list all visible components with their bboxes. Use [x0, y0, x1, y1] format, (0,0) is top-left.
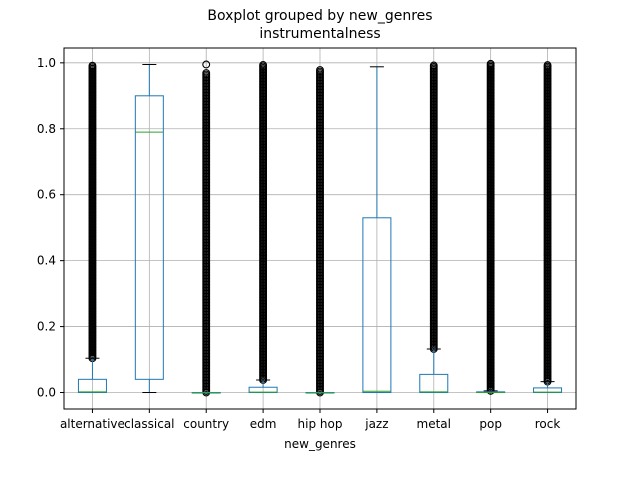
- outlier-point: [316, 66, 324, 74]
- box-hip-hop: [305, 66, 335, 397]
- outlier-point: [88, 61, 97, 70]
- outlier-point: [259, 61, 268, 69]
- box-layer: [77, 59, 563, 397]
- box-pop: [476, 59, 506, 395]
- box-country: [191, 60, 221, 397]
- outlier-point: [429, 61, 438, 70]
- box-body: [362, 217, 392, 394]
- x-axis-label: new_genres: [284, 437, 356, 451]
- x-tick-label: jazz: [364, 417, 388, 431]
- x-tick-label: country: [183, 417, 229, 431]
- y-tick-label: 1.0: [37, 56, 56, 70]
- x-tick-label: metal: [417, 417, 451, 431]
- box-edm: [248, 61, 278, 394]
- box-jazz: [362, 66, 392, 394]
- box-body: [134, 95, 164, 380]
- y-tick-label: 0.8: [37, 122, 56, 136]
- y-tick-label: 0.2: [37, 320, 56, 334]
- y-tick-label: 0.4: [37, 254, 56, 268]
- y-tick-label: 0.6: [37, 188, 56, 202]
- tick-layer: 0.0 0.2 0.4 0.6 0.8 1.0 alternative classical co…: [37, 56, 560, 431]
- x-tick-label: edm: [250, 417, 277, 431]
- box-rock: [533, 61, 563, 394]
- x-tick-label: hip hop: [298, 417, 343, 431]
- box-body: [77, 378, 107, 394]
- box-alternative: [77, 61, 107, 394]
- x-tick-label: rock: [535, 417, 561, 431]
- outlier-point: [202, 69, 211, 77]
- chart-title: instrumentalness: [259, 26, 381, 42]
- outlier-point: [486, 59, 495, 68]
- box-metal: [419, 61, 449, 394]
- x-tick-label: classical: [124, 417, 174, 431]
- box-body: [419, 373, 449, 394]
- x-tick-label: alternative: [60, 417, 125, 431]
- chart-suptitle: Boxplot grouped by new_genres: [207, 8, 433, 24]
- x-tick-label: pop: [479, 417, 502, 431]
- y-tick-label: 0.0: [37, 386, 56, 400]
- outlier-point: [543, 61, 552, 70]
- outlier-point: [202, 60, 211, 69]
- box-classical: [134, 63, 164, 394]
